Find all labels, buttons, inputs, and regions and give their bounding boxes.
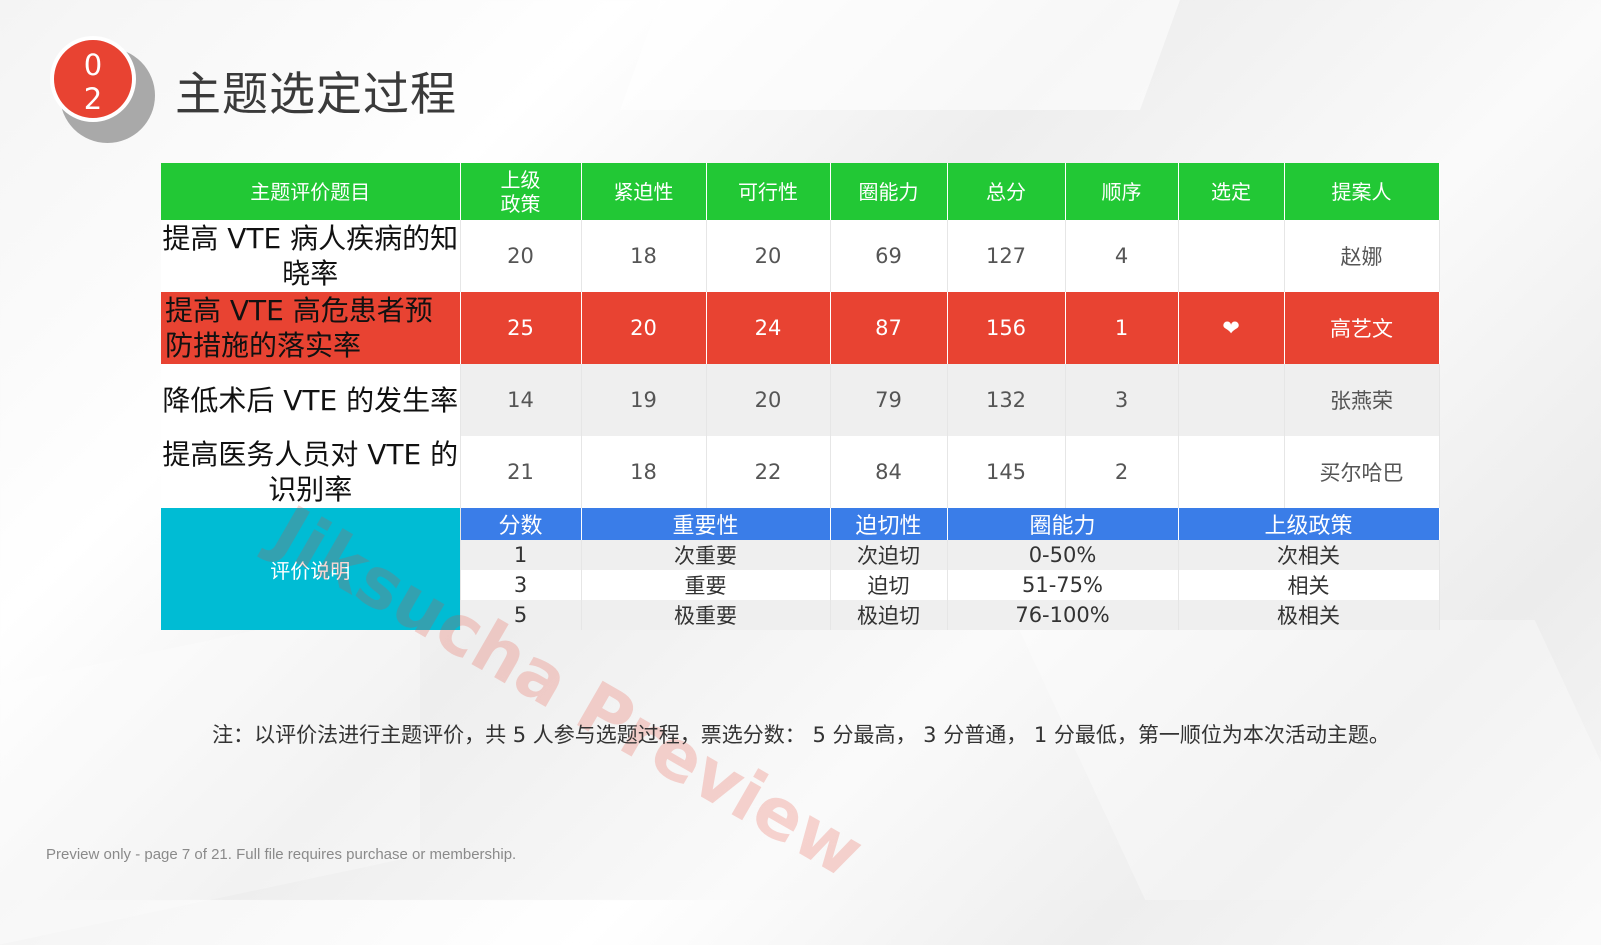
total-cell: 132 [947, 364, 1066, 436]
header-cell: 圈能力 [830, 163, 948, 220]
evaluation-cell: 0-50% [947, 540, 1179, 570]
score-cell: 18 [581, 220, 707, 292]
header-cell: 上级 政策 [460, 163, 582, 220]
proposer-cell: 高艺文 [1284, 292, 1440, 364]
evaluation-cell: 次重要 [581, 540, 831, 570]
rank-cell: 4 [1065, 220, 1179, 292]
table-row: 提高 VTE 病人疾病的知晓率 20 18 20 69 127 4 赵娜 [161, 220, 1440, 292]
bg-facet [619, 0, 1181, 110]
score-cell: 69 [830, 220, 948, 292]
header-cell: 选定 [1178, 163, 1285, 220]
score-cell: 84 [830, 436, 948, 508]
proposer-cell: 张燕荣 [1284, 364, 1440, 436]
evaluation-row: 5 极重要 极迫切 76-100% 极相关 [161, 600, 1440, 630]
total-cell: 145 [947, 436, 1066, 508]
topic-cell: 提高 VTE 病人疾病的知晓率 [161, 220, 461, 292]
bg-facet [0, 595, 420, 945]
evaluation-cell: 76-100% [947, 600, 1179, 630]
section-number-badge: 0 2 [50, 36, 136, 122]
score-cell: 21 [460, 436, 582, 508]
table-row: 提高医务人员对 VTE 的识别率 21 18 22 84 145 2 买尔哈巴 [161, 436, 1440, 508]
evaluation-cell: 重要 [581, 570, 831, 600]
table-row: 降低术后 VTE 的发生率 14 19 20 79 132 3 张燕荣 [161, 364, 1440, 436]
preview-footer: Preview only - page 7 of 21. Full file r… [46, 846, 517, 863]
evaluation-header-cell: 重要性 [581, 508, 831, 540]
score-cell: 22 [706, 436, 831, 508]
score-cell: 20 [460, 220, 582, 292]
score-cell: 14 [460, 364, 582, 436]
badge-digit: 2 [83, 82, 103, 116]
evaluation-cell: 极相关 [1178, 600, 1440, 630]
score-cell: 20 [706, 220, 831, 292]
score-cell: 24 [706, 292, 831, 364]
evaluation-cell: 3 [460, 570, 582, 600]
rank-cell: 3 [1065, 364, 1179, 436]
evaluation-header-cell: 迫切性 [830, 508, 948, 540]
header-cell: 主题评价题目 [161, 163, 461, 220]
rank-cell: 1 [1065, 292, 1179, 364]
badge-digit: 0 [83, 48, 103, 82]
evaluation-cell: 相关 [1178, 570, 1440, 600]
score-cell: 20 [581, 292, 707, 364]
evaluation-header-cell: 上级政策 [1178, 508, 1440, 540]
evaluation-cell: 次迫切 [830, 540, 948, 570]
evaluation-row: 3 重要 迫切 51-75% 相关 [161, 570, 1440, 600]
header-cell: 紧迫性 [581, 163, 707, 220]
topic-cell: 降低术后 VTE 的发生率 [161, 364, 461, 436]
score-cell: 19 [581, 364, 707, 436]
topic-cell: 提高医务人员对 VTE 的识别率 [161, 436, 461, 508]
header-cell: 可行性 [706, 163, 831, 220]
table-row-selected: 提高 VTE 高危患者预防措施的落实率 25 20 24 87 156 1 ❤ … [161, 292, 1440, 364]
score-cell: 18 [581, 436, 707, 508]
selected-cell [1178, 220, 1285, 292]
bg-facet [1014, 620, 1601, 900]
selected-cell [1178, 436, 1285, 508]
evaluation-cell: 极迫切 [830, 600, 948, 630]
score-cell: 25 [460, 292, 582, 364]
header-cell: 提案人 [1284, 163, 1440, 220]
table-header-row: 主题评价题目 上级 政策 紧迫性 可行性 圈能力 总分 顺序 选定 提案人 [161, 163, 1440, 220]
evaluation-header-cell: 分数 [460, 508, 582, 540]
proposer-cell: 赵娜 [1284, 220, 1440, 292]
page-title: 主题选定过程 [175, 67, 457, 121]
proposer-cell: 买尔哈巴 [1284, 436, 1440, 508]
evaluation-cell: 51-75% [947, 570, 1179, 600]
evaluation-cell: 迫切 [830, 570, 948, 600]
score-cell: 87 [830, 292, 948, 364]
evaluation-cell: 5 [460, 600, 582, 630]
score-cell: 20 [706, 364, 831, 436]
evaluation-header-row: 评价说明 分数 重要性 迫切性 圈能力 上级政策 [161, 508, 1440, 630]
selected-cell [1178, 364, 1285, 436]
total-cell: 127 [947, 220, 1066, 292]
evaluation-label: 评价说明 [161, 508, 461, 630]
evaluation-cell: 次相关 [1178, 540, 1440, 570]
evaluation-header-cell: 圈能力 [947, 508, 1179, 540]
evaluation-cell: 1 [460, 540, 582, 570]
footnote: 注：以评价法进行主题评价，共 5 人参与选题过程，票选分数： 5 分最高， 3 … [212, 723, 1390, 747]
total-cell: 156 [947, 292, 1066, 364]
heart-icon: ❤ [1178, 292, 1285, 364]
evaluation-cell: 极重要 [581, 600, 831, 630]
header-cell: 总分 [947, 163, 1066, 220]
header-cell: 顺序 [1065, 163, 1179, 220]
topic-cell: 提高 VTE 高危患者预防措施的落实率 [161, 292, 461, 364]
score-cell: 79 [830, 364, 948, 436]
evaluation-row: 1 次重要 次迫切 0-50% 次相关 [161, 540, 1440, 570]
rank-cell: 2 [1065, 436, 1179, 508]
topic-evaluation-table: 主题评价题目 上级 政策 紧迫性 可行性 圈能力 总分 顺序 选定 提案人 提高 … [161, 163, 1440, 630]
